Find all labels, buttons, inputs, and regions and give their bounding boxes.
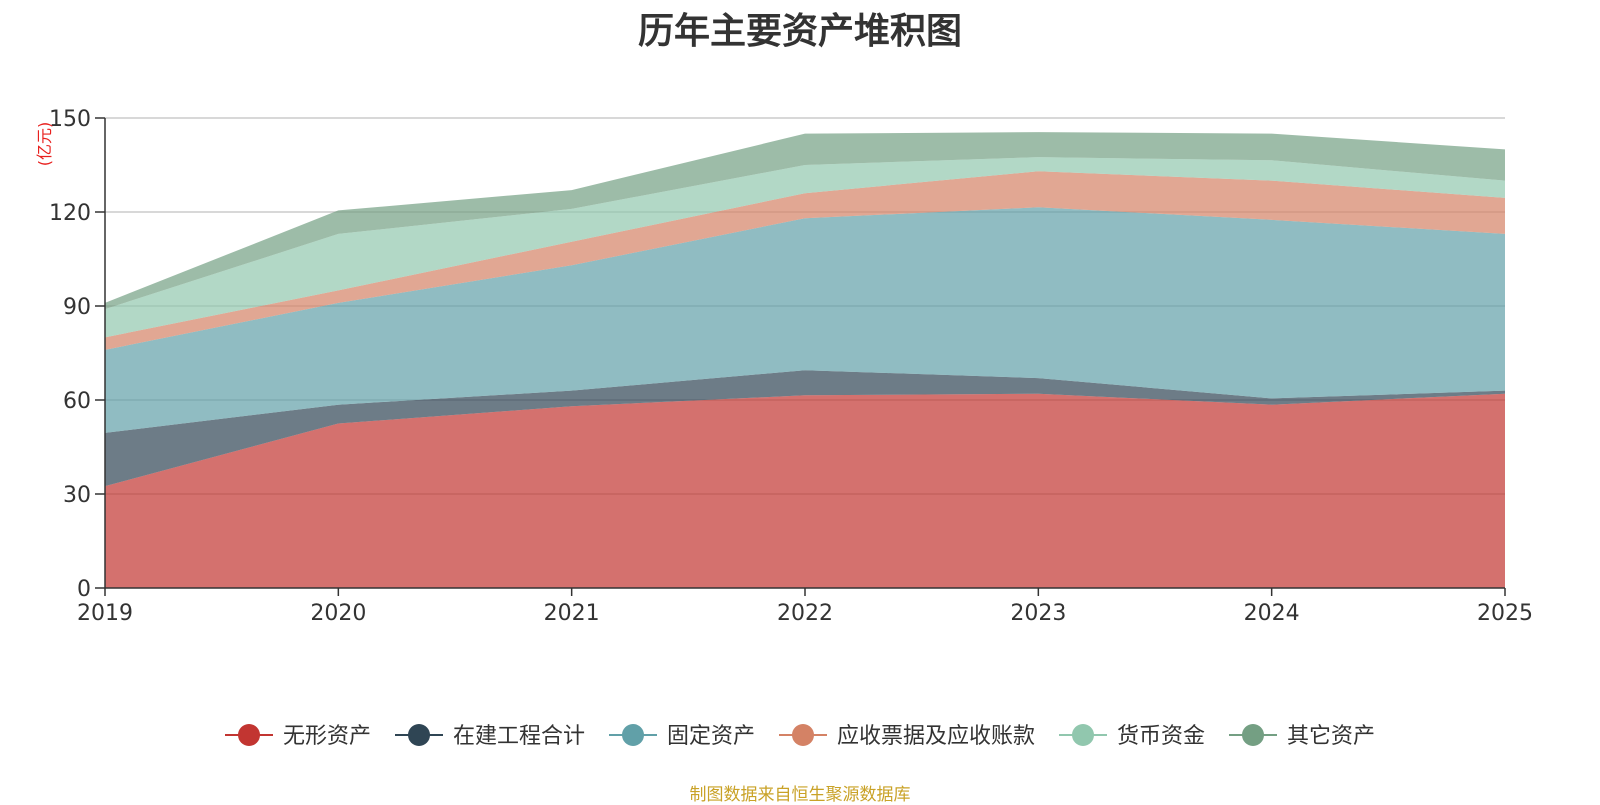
legend-marker — [238, 724, 260, 746]
legend-marker — [1072, 724, 1094, 746]
area-series-group — [105, 132, 1505, 588]
legend: 无形资产 在建工程合计 固定资产 应收票据及应收账款 货币资金 其它资产 — [225, 724, 1375, 749]
area-series-3[interactable] — [105, 207, 1505, 433]
legend-label: 无形资产 — [283, 724, 371, 749]
x-tick-label: 2023 — [1010, 601, 1066, 626]
area-series-1[interactable] — [105, 393, 1505, 588]
legend-label: 在建工程合计 — [453, 724, 585, 749]
legend-item-3[interactable]: 固定资产 — [609, 724, 755, 749]
legend-label: 其它资产 — [1287, 724, 1375, 749]
x-tick-label: 2022 — [777, 601, 833, 626]
y-tick-label: 90 — [63, 295, 91, 320]
y-axis-unit-label: (亿元) — [35, 122, 54, 167]
legend-marker — [622, 724, 644, 746]
legend-label: 固定资产 — [667, 724, 755, 749]
legend-label: 货币资金 — [1117, 724, 1205, 749]
x-tick-label: 2020 — [310, 601, 366, 626]
legend-marker — [1242, 724, 1264, 746]
y-tick-label: 0 — [77, 577, 91, 602]
legend-label: 应收票据及应收账款 — [837, 724, 1035, 749]
x-tick-label: 2021 — [544, 601, 600, 626]
x-tick-label: 2025 — [1477, 601, 1533, 626]
y-tick-label: 60 — [63, 389, 91, 414]
area-series-2[interactable] — [105, 370, 1505, 487]
y-tick-label: 120 — [49, 201, 91, 226]
y-tick-label: 30 — [63, 483, 91, 508]
legend-marker — [792, 724, 814, 746]
axes: 0 30 60 90 120 150 2019 2020 2021 2022 2023 2024 202… — [35, 107, 1533, 626]
legend-item-6[interactable]: 其它资产 — [1229, 724, 1375, 749]
x-tick-label: 2019 — [77, 601, 133, 626]
chart-title: 历年主要资产堆积图 — [637, 11, 962, 52]
source-note: 制图数据来自恒生聚源数据库 — [689, 785, 911, 805]
legend-item-2[interactable]: 在建工程合计 — [395, 724, 585, 749]
legend-item-5[interactable]: 货币资金 — [1059, 724, 1205, 749]
legend-item-4[interactable]: 应收票据及应收账款 — [779, 724, 1035, 749]
y-tick-label: 150 — [49, 107, 91, 132]
x-tick-label: 2024 — [1244, 601, 1300, 626]
area-series-4[interactable] — [105, 171, 1505, 350]
legend-item-1[interactable]: 无形资产 — [225, 724, 371, 749]
area-series-6[interactable] — [105, 132, 1505, 310]
legend-marker — [408, 724, 430, 746]
area-series-5[interactable] — [105, 157, 1505, 338]
